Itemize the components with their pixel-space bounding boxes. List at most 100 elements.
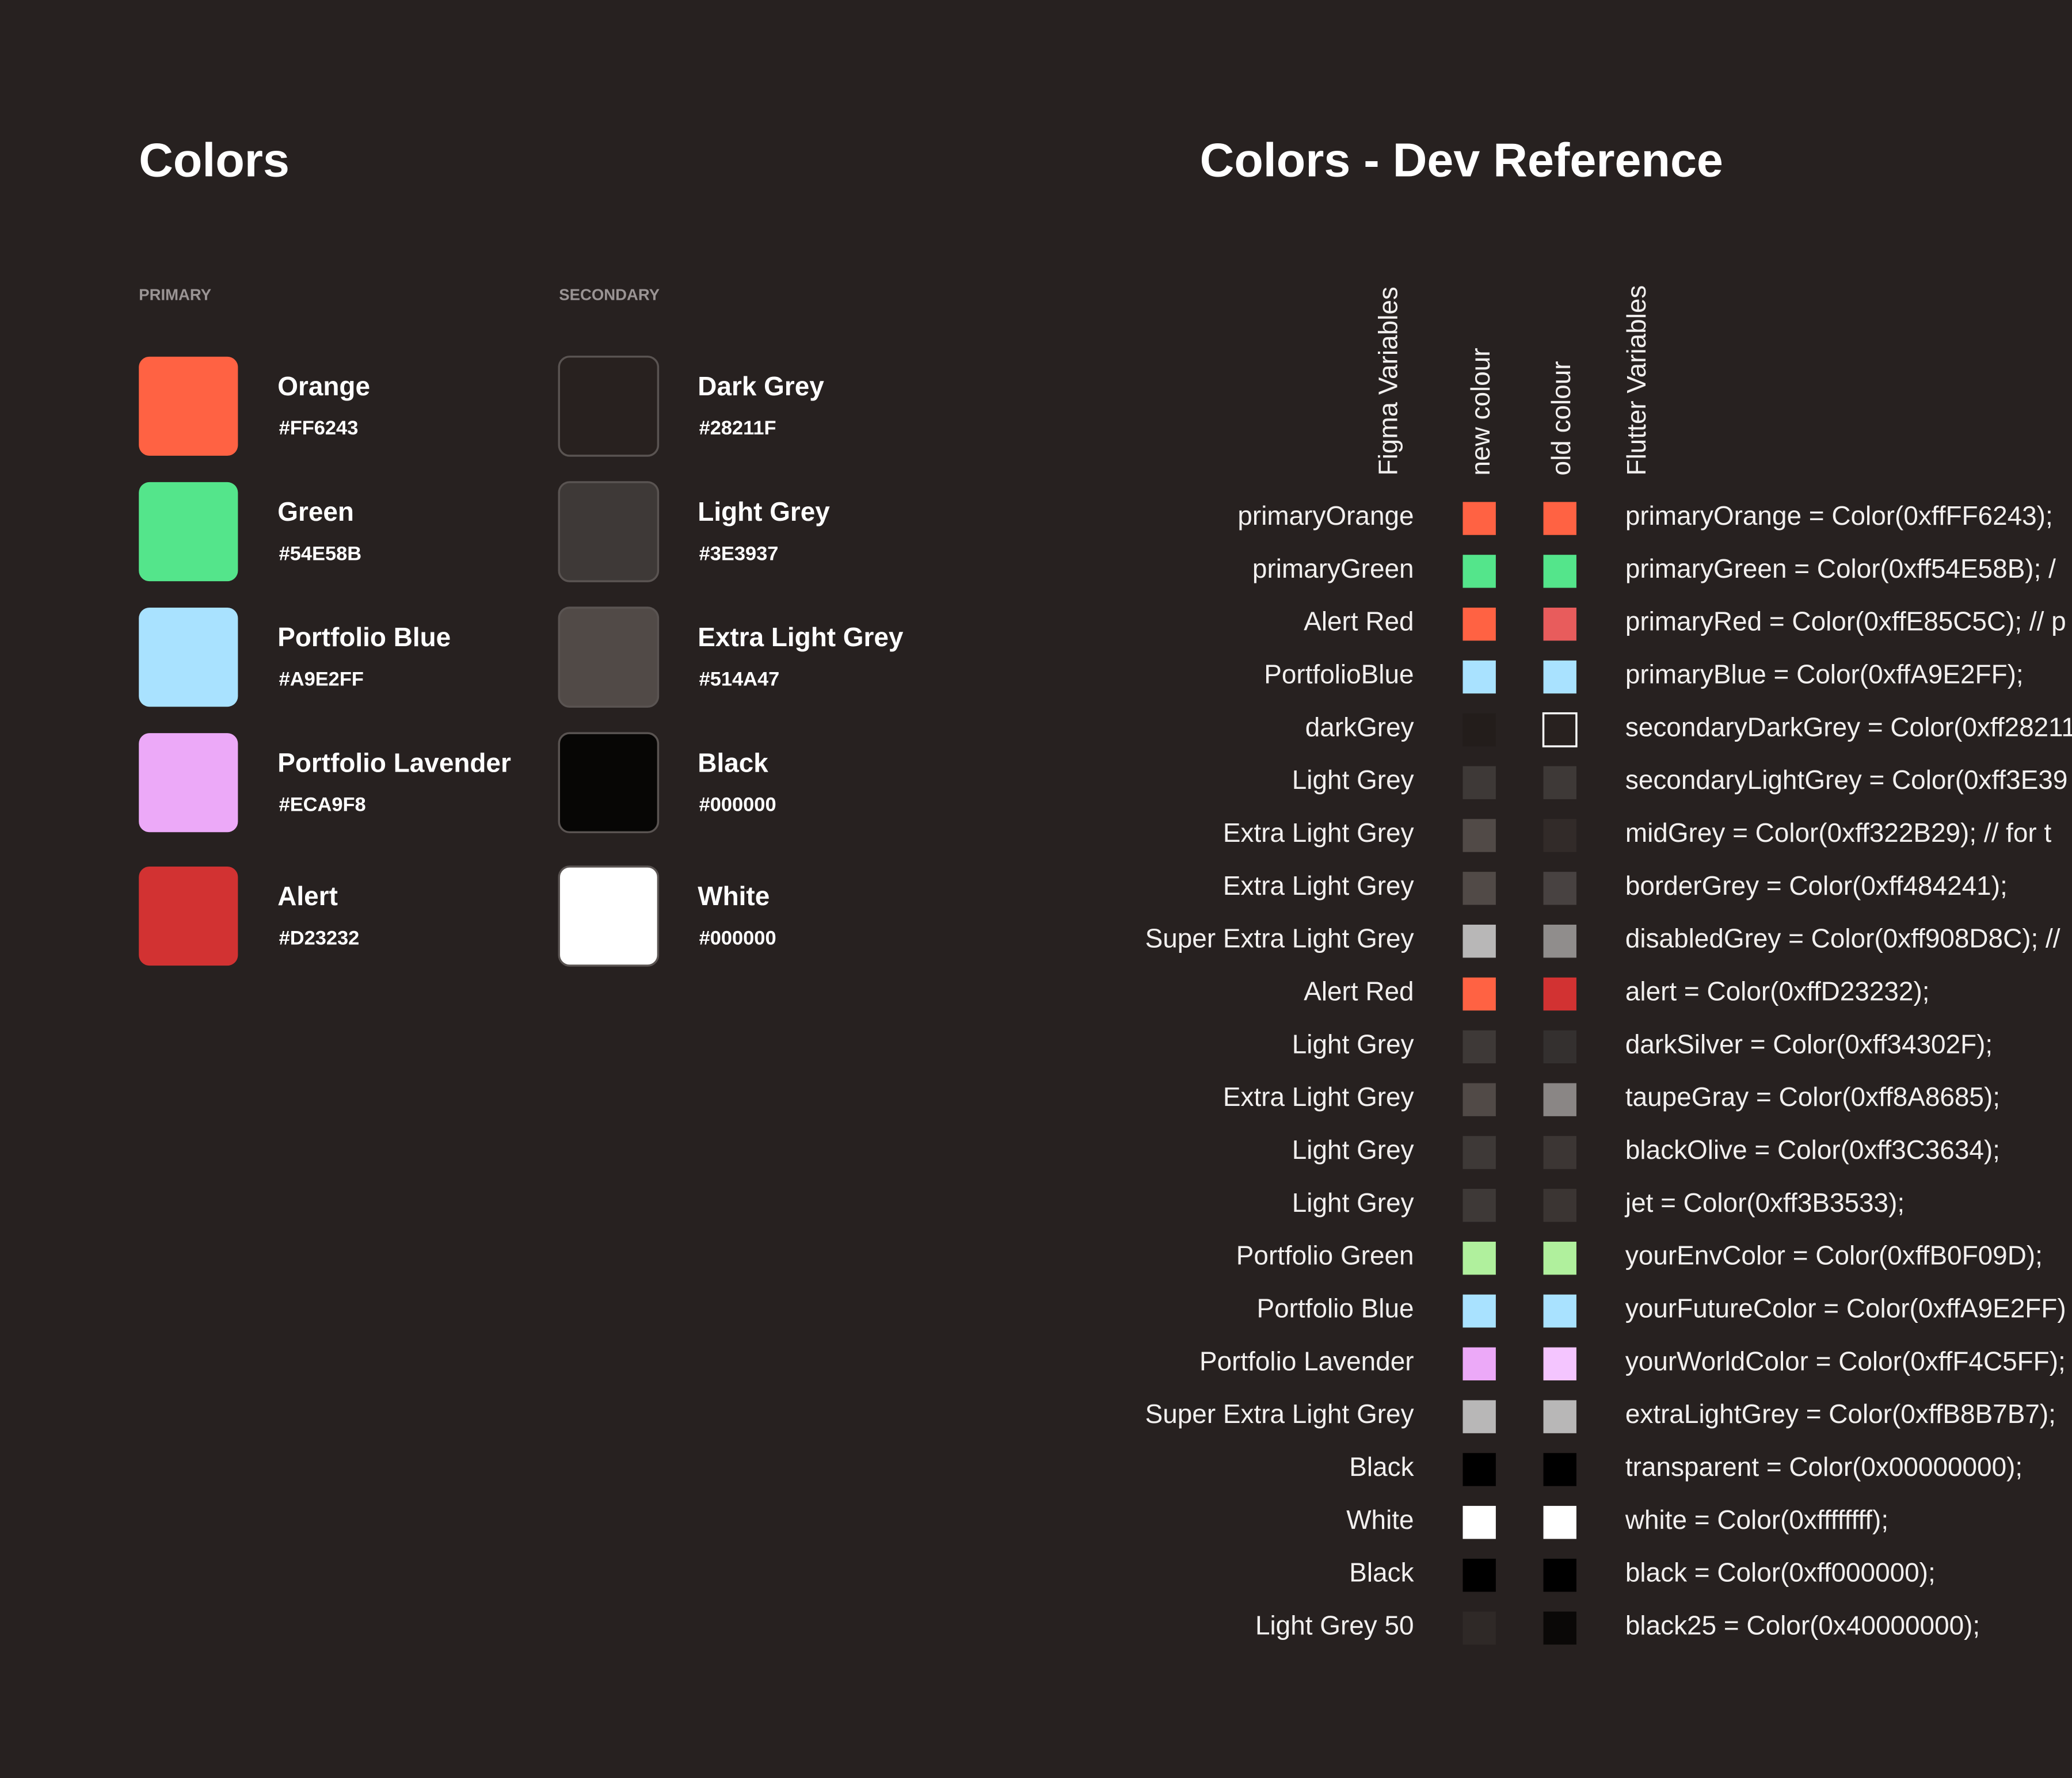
old-colour-swatch — [1543, 1294, 1576, 1328]
flutter-variable: primaryRed = Color(0xffE85C5C); // p — [1625, 606, 2066, 636]
new-colour-swatch — [1462, 1083, 1496, 1116]
old-colour-swatch — [1543, 1506, 1576, 1539]
swatch — [558, 356, 660, 457]
old-colour-swatch — [1543, 608, 1576, 641]
new-colour-swatch — [1462, 1294, 1496, 1328]
new-colour-swatch — [1462, 1453, 1496, 1486]
new-colour-swatch — [1462, 924, 1496, 958]
flutter-variable: alert = Color(0xffD23232); — [1625, 976, 1930, 1006]
flutter-variable: yourWorldColor = Color(0xffF4C5FF); — [1625, 1346, 2066, 1376]
figma-variable: Alert Red — [1304, 606, 1414, 636]
flutter-variable: yourEnvColor = Color(0xffB0F09D); — [1625, 1241, 2043, 1270]
flutter-variable: white = Color(0xffffffff); — [1625, 1505, 1888, 1535]
new-colour-swatch — [1462, 819, 1496, 852]
old-colour-swatch — [1543, 872, 1576, 905]
swatch-name: Light Grey — [698, 497, 830, 526]
column-header: old colour — [1546, 361, 1576, 475]
flutter-variable: black = Color(0xff000000); — [1625, 1558, 1936, 1588]
figma-variable: Light Grey — [1292, 1135, 1414, 1165]
swatch-hex: #000000 — [699, 927, 776, 949]
figma-variable: primaryOrange — [1237, 501, 1414, 531]
swatch — [139, 608, 238, 707]
old-colour-swatch — [1543, 766, 1576, 799]
flutter-variable: primaryOrange = Color(0xffFF6243); — [1625, 501, 2053, 531]
figma-variable: Portfolio Lavender — [1199, 1346, 1414, 1376]
flutter-variable: extraLightGrey = Color(0xffB8B7B7); — [1625, 1399, 2056, 1429]
swatch-name: Portfolio Lavender — [277, 747, 511, 777]
flutter-variable: disabledGrey = Color(0xff908D8C); // — [1625, 924, 2060, 953]
old-colour-swatch — [1543, 1611, 1576, 1645]
flutter-variable: midGrey = Color(0xff322B29); // for t — [1625, 818, 2052, 848]
swatch-hex: #514A47 — [699, 668, 780, 690]
swatch — [139, 733, 238, 833]
new-colour-swatch — [1462, 555, 1496, 588]
flutter-variable: darkSilver = Color(0xff34302F); — [1625, 1029, 1993, 1059]
new-colour-swatch — [1462, 766, 1496, 799]
flutter-variable: secondaryLightGrey = Color(0xff3E39 — [1625, 765, 2068, 795]
old-colour-swatch — [1543, 1558, 1576, 1592]
flutter-variable: primaryGreen = Color(0xff54E58B); / — [1625, 554, 2056, 583]
swatch-hex: #ECA9F8 — [279, 793, 366, 815]
new-colour-swatch — [1462, 502, 1496, 535]
figma-variable: White — [1346, 1505, 1414, 1535]
new-colour-swatch — [1462, 1189, 1496, 1222]
new-colour-swatch — [1462, 1558, 1496, 1592]
figma-variable: Light Grey 50 — [1255, 1610, 1414, 1640]
column-header: new colour — [1465, 348, 1495, 475]
secondary-label: SECONDARY — [559, 286, 660, 304]
old-colour-swatch — [1543, 660, 1576, 694]
swatch-hex: #000000 — [699, 793, 776, 815]
figma-variable: primaryGreen — [1252, 554, 1414, 583]
old-colour-swatch — [1543, 1030, 1576, 1064]
figma-variable: Light Grey — [1292, 1188, 1414, 1218]
swatch — [558, 481, 660, 582]
swatch — [139, 866, 238, 966]
figma-variable: Black — [1349, 1558, 1414, 1588]
old-colour-swatch — [1543, 555, 1576, 588]
new-colour-swatch — [1462, 1136, 1496, 1169]
figma-variable: Super Extra Light Grey — [1145, 1399, 1414, 1429]
old-colour-swatch — [1543, 502, 1576, 535]
figma-variable: Light Grey — [1292, 765, 1414, 795]
new-colour-swatch — [1462, 1347, 1496, 1380]
new-colour-swatch — [1462, 1611, 1496, 1645]
swatch-name: Orange — [277, 371, 370, 401]
primary-label: PRIMARY — [139, 286, 211, 304]
new-colour-swatch — [1462, 1241, 1496, 1275]
swatch-hex: #3E3937 — [699, 543, 779, 564]
swatch — [139, 356, 238, 456]
old-colour-swatch — [1543, 977, 1576, 1011]
swatch-hex: #28211F — [699, 417, 776, 439]
new-colour-swatch — [1462, 1506, 1496, 1539]
flutter-variable: taupeGray = Color(0xff8A8685); — [1625, 1082, 2000, 1112]
swatch-hex: #A9E2FF — [279, 668, 364, 690]
swatch — [139, 482, 238, 582]
new-colour-swatch — [1462, 608, 1496, 641]
old-colour-swatch — [1543, 819, 1576, 852]
figma-variable: Light Grey — [1292, 1029, 1414, 1059]
old-colour-swatch — [1543, 924, 1576, 958]
flutter-variable: black25 = Color(0x40000000); — [1625, 1610, 1980, 1640]
swatch-name: Green — [277, 497, 354, 526]
figma-variable: Extra Light Grey — [1223, 871, 1414, 901]
old-colour-swatch — [1543, 1241, 1576, 1275]
old-colour-swatch — [1543, 1136, 1576, 1169]
swatch-hex: #FF6243 — [279, 417, 359, 439]
figma-variable: Super Extra Light Grey — [1145, 924, 1414, 953]
flutter-variable: blackOlive = Color(0xff3C3634); — [1625, 1135, 2000, 1165]
column-header: Flutter Variables — [1621, 285, 1651, 476]
flutter-variable: secondaryDarkGrey = Color(0xff28211 — [1625, 712, 2072, 742]
figma-variable: darkGrey — [1305, 712, 1414, 742]
old-colour-swatch — [1543, 1083, 1576, 1116]
old-colour-swatch — [1542, 712, 1578, 747]
swatch-name: Alert — [277, 881, 338, 911]
dev-title: Colors - Dev Reference — [1200, 133, 1723, 186]
figma-variable: Extra Light Grey — [1223, 1082, 1414, 1112]
flutter-variable: primaryBlue = Color(0xffA9E2FF); — [1625, 659, 2024, 689]
swatch — [558, 732, 660, 834]
swatch-name: Extra Light Grey — [698, 622, 904, 652]
swatch-name: White — [698, 881, 770, 911]
old-colour-swatch — [1543, 1400, 1576, 1433]
swatch-hex: #54E58B — [279, 543, 362, 564]
